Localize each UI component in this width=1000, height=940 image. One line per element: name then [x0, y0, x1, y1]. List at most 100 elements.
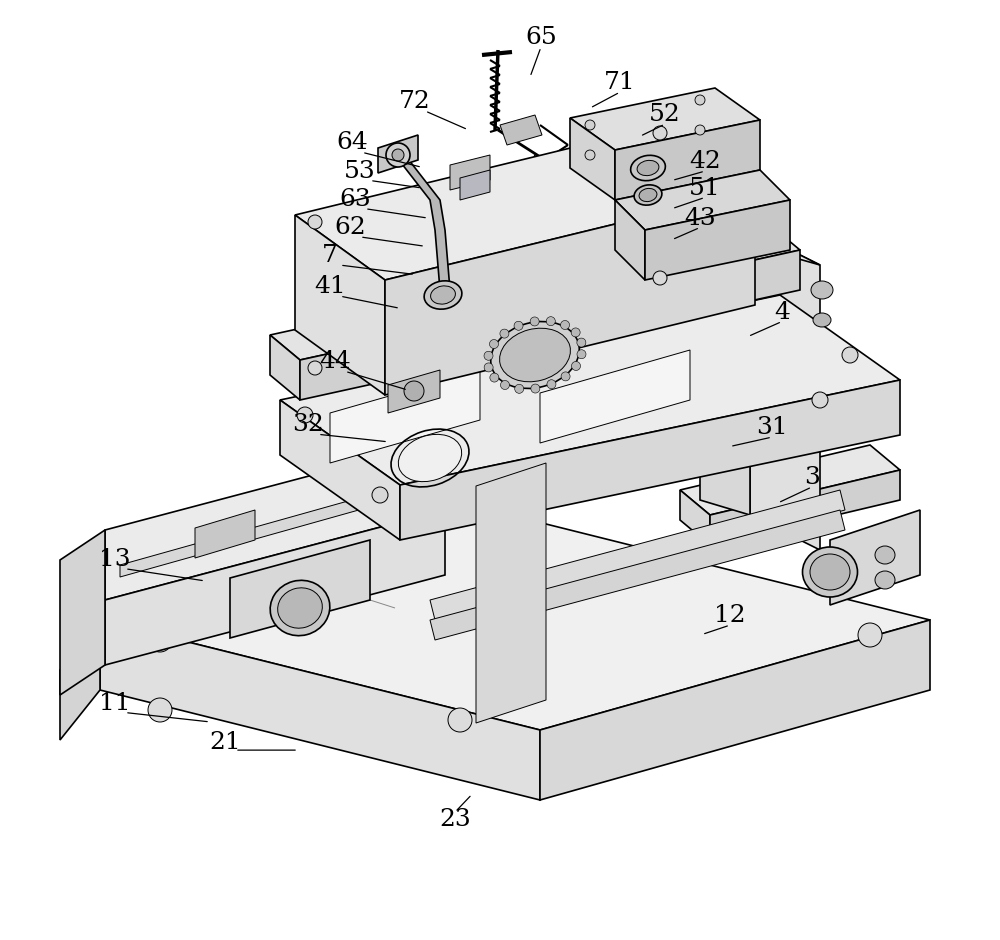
Polygon shape: [295, 215, 385, 395]
Polygon shape: [750, 230, 820, 550]
Polygon shape: [460, 170, 490, 200]
Polygon shape: [570, 88, 760, 150]
Text: 7: 7: [322, 244, 338, 267]
Polygon shape: [280, 400, 400, 540]
Circle shape: [514, 321, 523, 330]
Ellipse shape: [278, 588, 322, 628]
Polygon shape: [430, 510, 845, 640]
Polygon shape: [615, 170, 790, 230]
Circle shape: [448, 708, 472, 732]
Polygon shape: [330, 370, 480, 463]
Polygon shape: [700, 215, 750, 515]
Circle shape: [842, 347, 858, 363]
Polygon shape: [378, 135, 418, 173]
Ellipse shape: [431, 286, 455, 305]
Circle shape: [531, 384, 540, 393]
Circle shape: [308, 361, 322, 375]
Polygon shape: [615, 200, 645, 280]
Polygon shape: [120, 478, 430, 577]
Text: 41: 41: [314, 275, 346, 298]
Circle shape: [577, 350, 586, 359]
Polygon shape: [700, 215, 820, 265]
Circle shape: [561, 372, 570, 381]
Polygon shape: [710, 470, 900, 545]
Ellipse shape: [731, 213, 773, 243]
Ellipse shape: [875, 546, 895, 564]
Circle shape: [530, 317, 539, 326]
Circle shape: [547, 380, 556, 389]
Circle shape: [812, 392, 828, 408]
Text: 3: 3: [804, 466, 820, 489]
Polygon shape: [105, 440, 445, 600]
Text: 12: 12: [714, 604, 746, 627]
Polygon shape: [680, 490, 710, 545]
Circle shape: [308, 215, 322, 229]
Circle shape: [148, 698, 172, 722]
Circle shape: [585, 150, 595, 160]
Circle shape: [571, 328, 580, 337]
Circle shape: [695, 125, 705, 135]
Polygon shape: [450, 155, 490, 190]
Text: 62: 62: [334, 216, 366, 239]
Text: 53: 53: [344, 160, 376, 182]
Polygon shape: [400, 380, 900, 540]
Text: 42: 42: [689, 150, 721, 173]
Ellipse shape: [811, 281, 833, 299]
Circle shape: [386, 143, 410, 167]
Text: 63: 63: [339, 188, 371, 211]
Text: 4: 4: [774, 301, 790, 323]
Polygon shape: [540, 620, 930, 800]
Circle shape: [484, 352, 493, 360]
Ellipse shape: [639, 188, 657, 201]
Ellipse shape: [813, 313, 831, 327]
Ellipse shape: [875, 571, 895, 589]
Circle shape: [515, 384, 524, 393]
Text: 72: 72: [399, 90, 431, 113]
Polygon shape: [830, 510, 920, 605]
Text: 13: 13: [99, 548, 131, 571]
Polygon shape: [100, 620, 540, 800]
Circle shape: [392, 149, 404, 161]
Polygon shape: [270, 225, 800, 360]
Polygon shape: [395, 155, 450, 290]
Polygon shape: [500, 115, 542, 145]
Circle shape: [572, 362, 581, 370]
Ellipse shape: [500, 328, 570, 382]
Circle shape: [500, 329, 509, 338]
Polygon shape: [60, 530, 105, 695]
Polygon shape: [230, 540, 370, 638]
Circle shape: [297, 407, 313, 423]
Polygon shape: [430, 490, 845, 620]
Polygon shape: [540, 350, 690, 443]
Circle shape: [148, 628, 172, 652]
Circle shape: [585, 120, 595, 130]
Text: 51: 51: [689, 177, 721, 199]
Text: 11: 11: [99, 692, 131, 714]
Circle shape: [653, 126, 667, 140]
Polygon shape: [100, 510, 930, 730]
Ellipse shape: [810, 554, 850, 590]
Polygon shape: [385, 190, 755, 395]
Circle shape: [372, 487, 388, 503]
Text: 44: 44: [319, 351, 351, 373]
Text: 32: 32: [292, 414, 324, 436]
Polygon shape: [300, 250, 800, 400]
Polygon shape: [270, 335, 300, 400]
Circle shape: [561, 321, 570, 330]
Polygon shape: [615, 120, 760, 200]
Circle shape: [653, 271, 667, 285]
Text: 65: 65: [525, 26, 557, 49]
Ellipse shape: [491, 321, 579, 388]
Polygon shape: [280, 295, 900, 485]
Ellipse shape: [634, 185, 662, 205]
Circle shape: [484, 363, 493, 372]
Circle shape: [489, 339, 498, 349]
Circle shape: [500, 381, 509, 389]
Polygon shape: [295, 125, 755, 280]
Polygon shape: [388, 370, 440, 413]
Ellipse shape: [637, 161, 659, 176]
Polygon shape: [680, 445, 900, 515]
Text: 23: 23: [439, 808, 471, 831]
Ellipse shape: [398, 434, 462, 481]
Circle shape: [858, 623, 882, 647]
